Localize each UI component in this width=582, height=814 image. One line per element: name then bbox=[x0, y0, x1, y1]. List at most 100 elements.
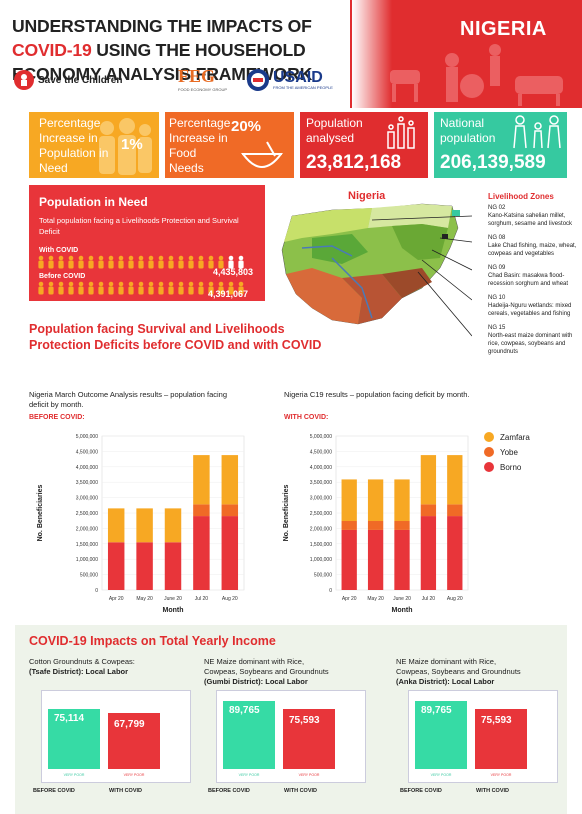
y-tick-label: 3,500,000 bbox=[310, 480, 332, 486]
y-tick-label: 4,000,000 bbox=[76, 465, 98, 471]
before-covid-value: 4,391,067 bbox=[208, 289, 249, 299]
income-panel-heading: NE Maize dominant with Rice, Cowpeas, Soy… bbox=[204, 657, 364, 687]
heading-line: Cowpeas, Soybeans and Groundnuts bbox=[396, 667, 521, 676]
y-tick-label: 3,000,000 bbox=[76, 496, 98, 502]
person-icon bbox=[158, 255, 164, 269]
income-title: COVID-19 Impacts on Total Yearly Income bbox=[29, 634, 276, 648]
bar-segment-yobe bbox=[367, 521, 384, 530]
person-icon bbox=[238, 281, 244, 295]
with-covid-bar: 75,593 VERY POOR bbox=[283, 709, 335, 777]
y-axis-label: No. Beneficiaries bbox=[37, 484, 44, 541]
person-icon bbox=[88, 255, 94, 269]
zone-item: NG 09 Chad Basin: masakwa flood-recession… bbox=[488, 264, 580, 288]
before-covid-value: 75,114 bbox=[54, 713, 85, 724]
title-part2: USING THE HOUSEHOLD ECONOMY ANALYSIS FRA… bbox=[12, 40, 313, 84]
with-covid-bar: 75,593 VERY POOR bbox=[475, 709, 527, 777]
y-tick-label: 4,500,000 bbox=[310, 449, 332, 455]
x-tick-label: June 20 bbox=[164, 596, 182, 602]
bar-segment-yobe bbox=[341, 521, 357, 530]
person-icon bbox=[198, 281, 204, 295]
population-chart-icon bbox=[387, 116, 415, 149]
before-covid-caption: BEFORE COVID bbox=[208, 788, 250, 794]
bar-segment-borno bbox=[394, 529, 410, 590]
bar-segment-yobe bbox=[420, 504, 437, 517]
before-covid-caption: BEFORE COVID bbox=[33, 788, 75, 794]
bar-segment-borno bbox=[221, 516, 239, 590]
person-icon bbox=[78, 255, 84, 269]
bar-segment-yobe bbox=[394, 521, 410, 530]
bar-segment-zamfara bbox=[341, 479, 357, 522]
person-icon bbox=[178, 281, 184, 295]
with-covid-caption: WITH COVID bbox=[476, 788, 509, 794]
usaid-logo-text: USAID bbox=[273, 69, 323, 86]
before-covid-bar: 89,765 VERY POOR bbox=[415, 701, 467, 777]
country-label: NIGERIA bbox=[460, 18, 547, 40]
stat-value: 20% bbox=[231, 118, 262, 135]
x-axis-label: Month bbox=[163, 607, 184, 614]
zone-item: NG 02 Kano-Katsina sahelian millet, sorgh… bbox=[488, 204, 580, 228]
y-tick-label: 5,000,000 bbox=[76, 434, 98, 440]
people-group-icon bbox=[99, 118, 152, 175]
zone-item: NG 08 Lake Chad fishing, maize, wheat, co… bbox=[488, 234, 580, 258]
before-covid-caption: BEFORE COVID bbox=[400, 788, 442, 794]
person-icon bbox=[208, 255, 214, 269]
person-icon bbox=[108, 255, 114, 269]
y-tick-label: 0 bbox=[95, 588, 98, 594]
y-axis-label: No. Beneficiaries bbox=[283, 484, 290, 541]
person-icon bbox=[178, 255, 184, 269]
person-icon bbox=[228, 255, 234, 269]
person-icon bbox=[38, 281, 44, 295]
bar-segment-borno bbox=[341, 529, 357, 590]
zone-code: NG 10 bbox=[488, 295, 506, 301]
person-icon bbox=[148, 255, 154, 269]
person-icon bbox=[68, 281, 74, 295]
x-tick-label: May 20 bbox=[136, 596, 153, 602]
heading-line: Cotton Groundnuts & Cowpeas: bbox=[29, 657, 135, 666]
person-icon bbox=[168, 281, 174, 295]
income-card: 89,765 VERY POOR 75,593 VERY POOR bbox=[216, 690, 366, 783]
x-tick-label: Jul 20 bbox=[195, 596, 209, 602]
page-title: UNDERSTANDING THE IMPACTS OF COVID-19 US… bbox=[12, 14, 352, 86]
title-highlight: COVID-19 bbox=[12, 40, 92, 60]
person-icon bbox=[68, 255, 74, 269]
person-icon bbox=[238, 255, 244, 269]
person-icon bbox=[58, 255, 64, 269]
income-card: 75,114 VERY POOR 67,799 VERY POOR bbox=[41, 690, 191, 783]
header-fade bbox=[352, 0, 392, 108]
person-icon bbox=[198, 255, 204, 269]
stat-value: 1% bbox=[121, 136, 143, 153]
person-icon bbox=[208, 281, 214, 295]
x-tick-label: Apr 20 bbox=[109, 596, 124, 602]
y-tick-label: 2,500,000 bbox=[76, 511, 98, 517]
legend-label: Borno bbox=[500, 462, 522, 472]
save-logo-text: Save the Children bbox=[38, 74, 123, 86]
with-covid-value: 67,799 bbox=[114, 719, 145, 730]
y-tick-label: 2,500,000 bbox=[310, 511, 332, 517]
bar-segment-yobe bbox=[447, 504, 463, 517]
zone-desc: North-east maize dominant with rice, cow… bbox=[488, 333, 573, 355]
person-icon bbox=[128, 255, 134, 269]
y-tick-label: 2,000,000 bbox=[310, 526, 332, 532]
person-icon bbox=[158, 281, 164, 295]
y-tick-label: 4,500,000 bbox=[76, 449, 98, 455]
legend-item: Borno bbox=[484, 462, 530, 472]
legend-item: Zamfara bbox=[484, 432, 530, 442]
heading-district: (Tsafe District): Local Labor bbox=[29, 667, 129, 676]
legend-swatch bbox=[484, 432, 494, 442]
bar-segment-borno bbox=[193, 516, 210, 590]
very-poor-tag: VERY POOR bbox=[430, 773, 452, 777]
stat-label: Percentage Increase in Food Needs bbox=[169, 116, 231, 175]
with-covid-caption: WITH COVID bbox=[284, 788, 317, 794]
y-tick-label: 1,500,000 bbox=[76, 542, 98, 548]
very-poor-tag: VERY POOR bbox=[298, 773, 320, 777]
zone-item: NG 15 North-east maize dominant with rice… bbox=[488, 324, 580, 356]
pin-subtitle: Total population facing a Livelihoods Pr… bbox=[39, 216, 239, 236]
usaid-logo: USAID FROM THE AMERICAN PEOPLE bbox=[246, 68, 333, 92]
very-poor-tag: VERY POOR bbox=[63, 773, 85, 777]
bar-segment-yobe bbox=[193, 504, 210, 517]
stat-national-population: National population 206,139,589 bbox=[434, 112, 567, 178]
people-row-before-covid bbox=[38, 281, 244, 295]
y-tick-label: 3,500,000 bbox=[76, 480, 98, 486]
with-covid-chart: 0 500,000 1,000,000 1,500,000 2,000,000 2,500… bbox=[283, 434, 469, 614]
y-tick-label: 1,000,000 bbox=[310, 557, 332, 563]
